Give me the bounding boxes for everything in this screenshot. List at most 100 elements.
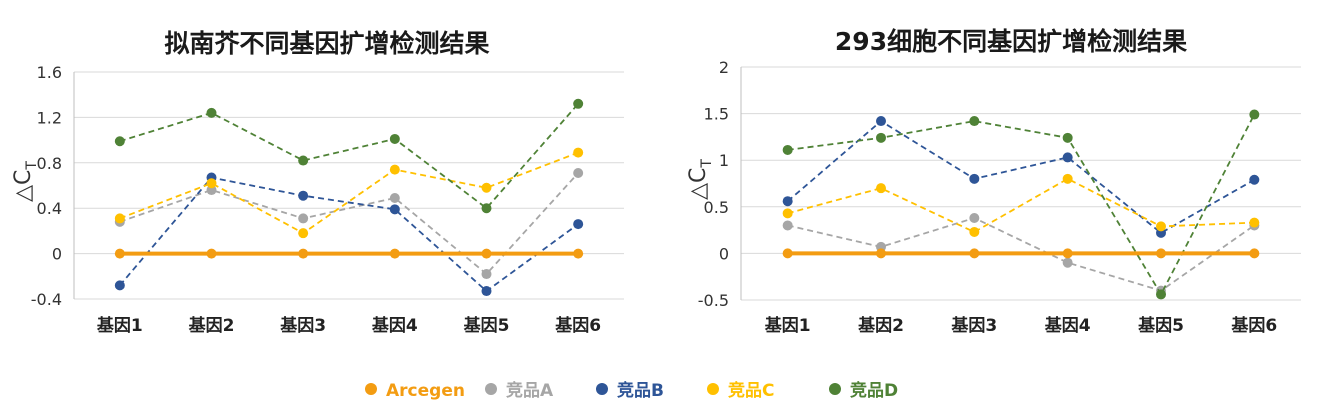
data-point: [298, 190, 309, 201]
y-tick-label: 0: [52, 245, 62, 264]
y-tick-label: 0.4: [37, 199, 62, 218]
x-category-label: 基因5: [1137, 315, 1184, 336]
data-point: [573, 98, 584, 109]
x-category-label: 基因1: [96, 315, 143, 336]
data-point: [573, 147, 584, 158]
data-point: [298, 248, 309, 259]
data-point: [782, 196, 793, 207]
data-point: [298, 213, 309, 224]
series-竞品C: [782, 173, 1260, 237]
data-point: [573, 168, 584, 179]
x-category-label: 基因6: [554, 315, 601, 336]
legend-item: 竞品B: [596, 380, 664, 401]
data-point: [298, 155, 309, 166]
legend-label: 竞品B: [617, 380, 664, 401]
series-竞品D: [782, 109, 1260, 300]
data-point: [1062, 173, 1073, 184]
data-point: [481, 286, 492, 297]
legend-item: 竞品C: [707, 380, 774, 401]
data-point: [1062, 257, 1073, 268]
series-line: [119, 172, 579, 276]
legend: Arcegen 竞品A 竞品B 竞品C 竞品D: [365, 380, 898, 401]
y-tick-label: 1.5: [704, 105, 729, 124]
legend-marker: [829, 383, 841, 395]
data-point: [782, 220, 793, 231]
y-axis-label: △CT: [686, 159, 715, 200]
legend-label: Arcegen: [386, 381, 465, 401]
chart-arabidopsis: 拟南芥不同基因扩增检测结果 -0.4 0 0.4 0.8 1.2 1.6 △CT 基因1 基因2 基…: [11, 29, 624, 336]
legend-label: 竞品D: [850, 380, 898, 401]
legend-marker: [596, 383, 608, 395]
data-point: [389, 248, 400, 259]
y-tick-label: 1: [719, 151, 729, 170]
data-point: [1249, 248, 1260, 259]
x-category-label: 基因6: [1230, 315, 1277, 336]
legend-item: 竞品D: [829, 380, 898, 401]
data-point: [1062, 152, 1073, 163]
data-point: [876, 132, 886, 143]
series-Arcegen: [114, 248, 584, 259]
series-竞品D: [114, 98, 584, 214]
data-point: [1249, 217, 1260, 228]
data-point: [573, 248, 584, 259]
legend-label: 竞品C: [728, 380, 774, 401]
series-竞品B: [114, 172, 584, 297]
data-point: [1156, 248, 1166, 259]
data-point: [114, 280, 125, 291]
series-line: [787, 177, 1255, 234]
y-tick-label: 0: [719, 244, 729, 263]
data-point: [969, 173, 980, 184]
legend-marker: [485, 383, 497, 395]
x-category-label: 基因1: [764, 315, 811, 336]
x-category-label: 基因3: [950, 315, 997, 336]
data-point: [206, 248, 217, 259]
series-line: [787, 119, 1255, 234]
data-point: [876, 116, 886, 127]
y-axis-label: △CT: [11, 161, 40, 202]
x-category-label: 基因2: [188, 315, 235, 336]
series-line: [119, 151, 579, 235]
data-point: [389, 164, 400, 175]
data-point: [389, 133, 400, 144]
data-point: [782, 144, 793, 155]
y-tick-label: -0.4: [31, 290, 62, 309]
y-tick-label: 0.8: [37, 154, 62, 173]
legend-marker: [707, 383, 719, 395]
data-point: [206, 107, 217, 118]
data-point: [876, 183, 886, 194]
data-point: [1156, 289, 1166, 300]
data-point: [114, 248, 125, 259]
data-point: [969, 212, 980, 223]
data-point: [969, 116, 980, 127]
series-竞品A: [114, 168, 584, 280]
series-line: [787, 217, 1255, 292]
data-point: [298, 228, 309, 239]
data-point: [389, 204, 400, 215]
y-tick-label: 1.2: [37, 108, 62, 127]
data-point: [573, 219, 584, 230]
x-category-label: 基因5: [463, 315, 510, 336]
x-category-label: 基因4: [1044, 315, 1091, 336]
legend-label: 竞品A: [506, 380, 554, 401]
data-point: [481, 269, 492, 280]
series-竞品C: [114, 147, 584, 239]
legend-item: Arcegen: [365, 381, 465, 401]
chart-293-cells: 293细胞不同基因扩增检测结果 -0.5 0 0.5 1 1.5 2 △CT 基因1 基因2 基因3…: [686, 27, 1301, 336]
data-point: [876, 248, 886, 259]
x-category-label: 基因4: [371, 315, 418, 336]
data-point: [206, 178, 217, 189]
data-point: [969, 248, 980, 259]
y-tick-label: 2: [719, 58, 729, 77]
data-point: [1249, 174, 1260, 185]
x-category-label: 基因3: [279, 315, 326, 336]
series-Arcegen: [782, 248, 1260, 259]
data-point: [481, 182, 492, 193]
legend-item: 竞品A: [485, 380, 554, 401]
data-point: [114, 213, 125, 224]
y-tick-label: 0.5: [704, 198, 729, 217]
data-point: [1062, 248, 1073, 259]
y-tick-label: 1.6: [37, 63, 62, 82]
y-tick-label: -0.5: [698, 291, 729, 310]
data-point: [114, 136, 125, 147]
